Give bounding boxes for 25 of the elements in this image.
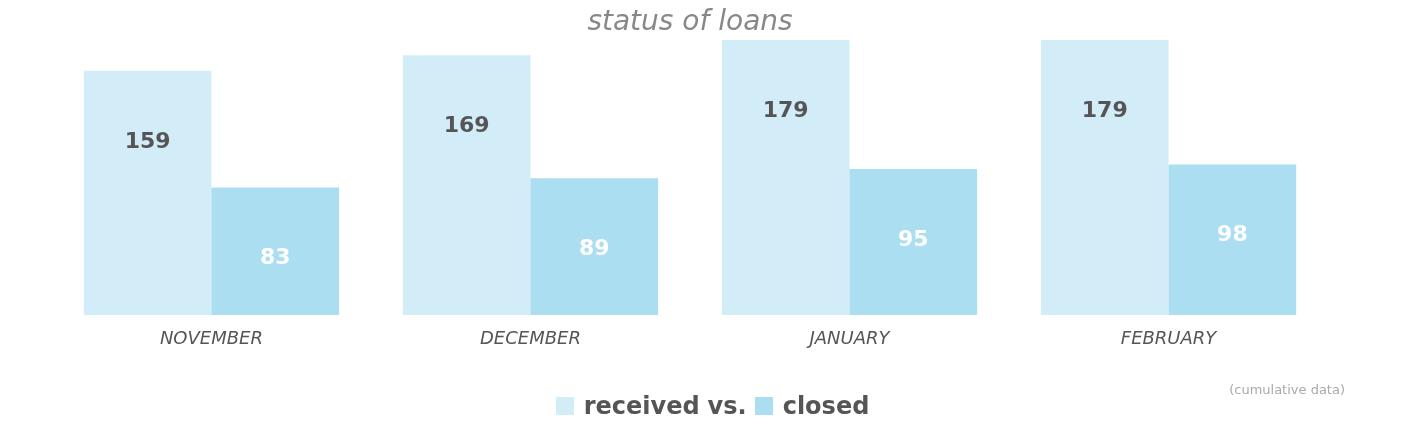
bar [530, 178, 659, 315]
bar [849, 169, 978, 315]
data-label: 179 [1081, 97, 1128, 122]
bar [1040, 40, 1169, 315]
bar [211, 187, 340, 315]
x-tick-label: FEBRUARY [1120, 326, 1219, 348]
data-label: 89 [578, 235, 610, 261]
x-tick-label: JANUARY [806, 326, 892, 348]
data-label: 159 [124, 127, 171, 153]
text: vs. [706, 392, 748, 420]
text: (cumulative data) [1229, 382, 1345, 397]
data-label: 98 [1217, 221, 1248, 247]
bar [402, 55, 531, 315]
data-label: 95 [898, 226, 929, 252]
bar [721, 40, 850, 315]
legend-label: received [582, 392, 701, 420]
bar [1168, 164, 1297, 315]
bar [83, 70, 212, 315]
data-label: 179 [762, 97, 809, 122]
legend-label: closed [781, 392, 871, 420]
data-label: 83 [259, 244, 291, 270]
x-tick-label: DECEMBER [480, 326, 581, 348]
x-tick-label: NOVEMBER [159, 326, 263, 348]
data-label: 169 [443, 112, 490, 138]
chart-title: status of loans [587, 4, 793, 37]
